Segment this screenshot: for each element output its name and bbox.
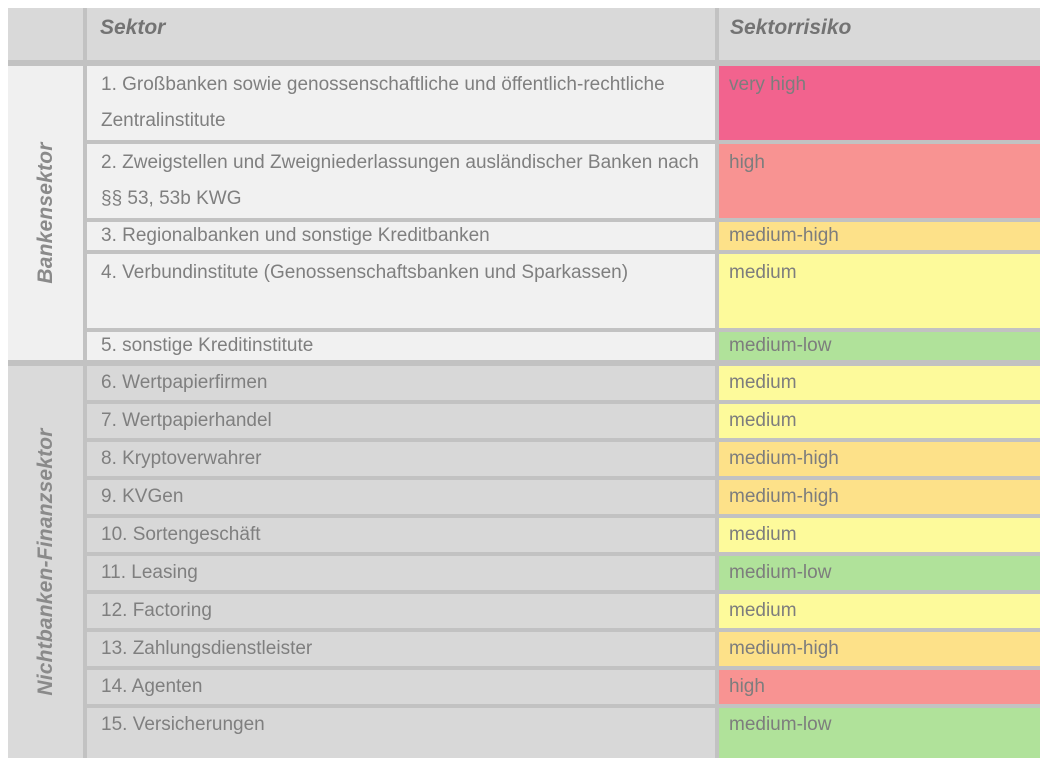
table-header-row: Sektor Sektorrisiko: [8, 8, 1040, 60]
risk-cell: medium: [719, 518, 1040, 552]
risk-cell: medium: [719, 254, 1040, 328]
risk-cell: medium-high: [719, 480, 1040, 514]
risk-cell: medium: [719, 366, 1040, 400]
sector-cell: 12. Factoring: [87, 594, 715, 628]
sector-cell: 3. Regionalbanken und sonstige Kreditban…: [87, 222, 715, 250]
sector-cell: 15. Versicherungen: [87, 708, 715, 758]
risk-cell: medium-high: [719, 222, 1040, 250]
table-row: 14. Agenten high: [87, 670, 1040, 704]
table-row: 2. Zweigstellen und Zweigniederlassungen…: [87, 144, 1040, 218]
table-row: 9. KVGen medium-high: [87, 480, 1040, 514]
group-rows: 1. Großbanken sowie genossenschaftliche …: [87, 66, 1040, 360]
group-label-bankensektor: Bankensektor: [8, 66, 83, 360]
risk-cell: medium: [719, 594, 1040, 628]
risk-cell: high: [719, 144, 1040, 218]
sector-cell: 11. Leasing: [87, 556, 715, 590]
sector-cell: 4. Verbundinstitute (Genossenschaftsbank…: [87, 254, 715, 328]
table-row: 12. Factoring medium: [87, 594, 1040, 628]
sector-cell: 9. KVGen: [87, 480, 715, 514]
table-row: 4. Verbundinstitute (Genossenschaftsbank…: [87, 254, 1040, 328]
sector-cell: 10. Sortengeschäft: [87, 518, 715, 552]
risk-cell: medium: [719, 404, 1040, 438]
sector-cell: 2. Zweigstellen und Zweigniederlassungen…: [87, 144, 715, 218]
sector-cell: 5. sonstige Kreditinstitute: [87, 332, 715, 360]
risk-cell: high: [719, 670, 1040, 704]
table-row: 6. Wertpapierfirmen medium: [87, 366, 1040, 400]
sector-cell: 7. Wertpapierhandel: [87, 404, 715, 438]
risk-cell: medium-low: [719, 556, 1040, 590]
group-label-text: Bankensektor: [33, 142, 57, 284]
group-nichtbanken-finanzsektor: Nichtbanken-Finanzsektor 6. Wertpapierfi…: [8, 366, 1040, 758]
header-corner-cell: [8, 8, 83, 60]
group-bankensektor: Bankensektor 1. Großbanken sowie genosse…: [8, 66, 1040, 360]
table-row: 1. Großbanken sowie genossenschaftliche …: [87, 66, 1040, 140]
table-row: 15. Versicherungen medium-low: [87, 708, 1040, 758]
sector-cell: 6. Wertpapierfirmen: [87, 366, 715, 400]
sector-cell: 1. Großbanken sowie genossenschaftliche …: [87, 66, 715, 140]
risk-cell: medium-high: [719, 632, 1040, 666]
table-row: 8. Kryptoverwahrer medium-high: [87, 442, 1040, 476]
table-row: 7. Wertpapierhandel medium: [87, 404, 1040, 438]
sector-cell: 13. Zahlungsdienstleister: [87, 632, 715, 666]
table-row: 10. Sortengeschäft medium: [87, 518, 1040, 552]
column-header-sektor: Sektor: [87, 8, 715, 60]
sector-cell: 8. Kryptoverwahrer: [87, 442, 715, 476]
table-row: 11. Leasing medium-low: [87, 556, 1040, 590]
column-header-sektorrisiko: Sektorrisiko: [719, 8, 1040, 60]
risk-cell: medium-low: [719, 708, 1040, 758]
risk-cell: medium-low: [719, 332, 1040, 360]
table-row: 3. Regionalbanken und sonstige Kreditban…: [87, 222, 1040, 250]
table-row: 13. Zahlungsdienstleister medium-high: [87, 632, 1040, 666]
sector-cell: 14. Agenten: [87, 670, 715, 704]
table-row: 5. sonstige Kreditinstitute medium-low: [87, 332, 1040, 360]
risk-cell: very high: [719, 66, 1040, 140]
sector-risk-table: Sektor Sektorrisiko Bankensektor 1. Groß…: [8, 8, 1040, 758]
risk-cell: medium-high: [719, 442, 1040, 476]
group-rows: 6. Wertpapierfirmen medium 7. Wertpapier…: [87, 366, 1040, 758]
group-label-nichtbanken-finanzsektor: Nichtbanken-Finanzsektor: [8, 366, 83, 758]
group-label-text: Nichtbanken-Finanzsektor: [33, 428, 57, 696]
